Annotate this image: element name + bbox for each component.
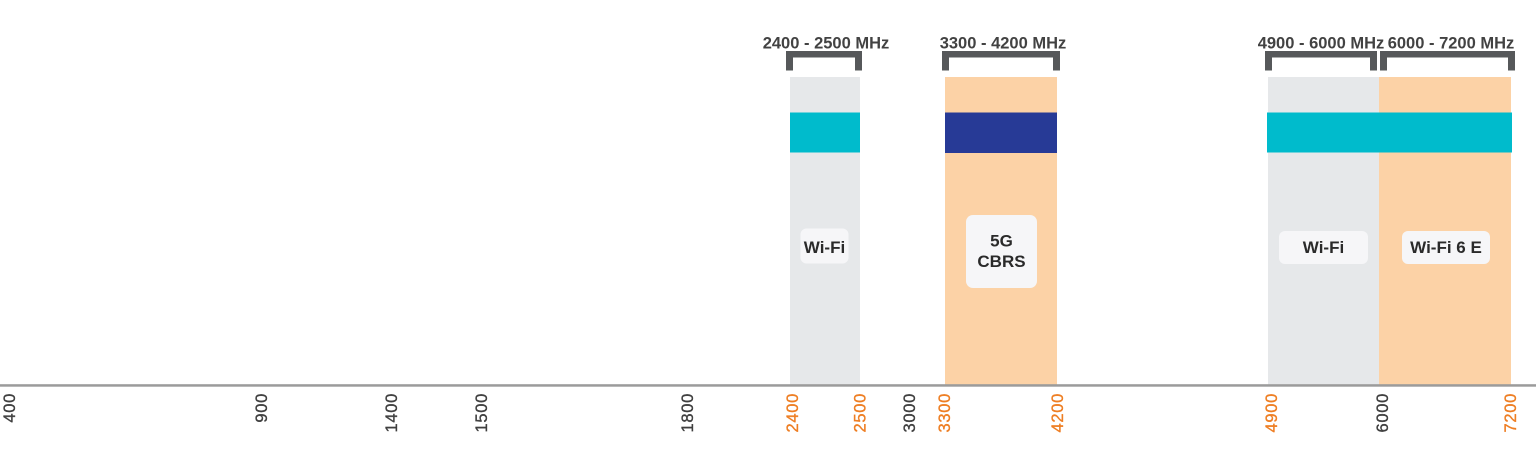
svg-text:1800: 1800 bbox=[679, 393, 697, 433]
svg-text:4200: 4200 bbox=[1049, 393, 1067, 433]
svg-text:5G: 5G bbox=[990, 231, 1013, 250]
svg-text:Wi-Fi 6 E: Wi-Fi 6 E bbox=[1410, 238, 1482, 257]
svg-text:1400: 1400 bbox=[383, 393, 401, 433]
svg-text:7200: 7200 bbox=[1502, 393, 1520, 433]
svg-text:400: 400 bbox=[1, 393, 19, 423]
svg-text:4900 - 6000 MHz: 4900 - 6000 MHz bbox=[1258, 35, 1385, 53]
svg-text:2400: 2400 bbox=[784, 393, 802, 433]
svg-text:Wi-Fi: Wi-Fi bbox=[1303, 238, 1344, 257]
svg-text:2500: 2500 bbox=[852, 393, 870, 433]
svg-text:3300: 3300 bbox=[936, 393, 954, 433]
svg-text:6000 - 7200 MHz: 6000 - 7200 MHz bbox=[1388, 35, 1515, 53]
svg-text:CBRS: CBRS bbox=[977, 252, 1025, 271]
svg-text:3000: 3000 bbox=[901, 393, 919, 433]
svg-text:1500: 1500 bbox=[473, 393, 491, 433]
svg-text:6000: 6000 bbox=[1374, 393, 1392, 433]
svg-text:3300 - 4200 MHz: 3300 - 4200 MHz bbox=[940, 35, 1067, 53]
svg-text:4900: 4900 bbox=[1263, 393, 1281, 433]
svg-text:2400 - 2500 MHz: 2400 - 2500 MHz bbox=[763, 35, 890, 53]
svg-text:900: 900 bbox=[253, 393, 271, 423]
svg-text:Wi-Fi: Wi-Fi bbox=[804, 238, 845, 257]
